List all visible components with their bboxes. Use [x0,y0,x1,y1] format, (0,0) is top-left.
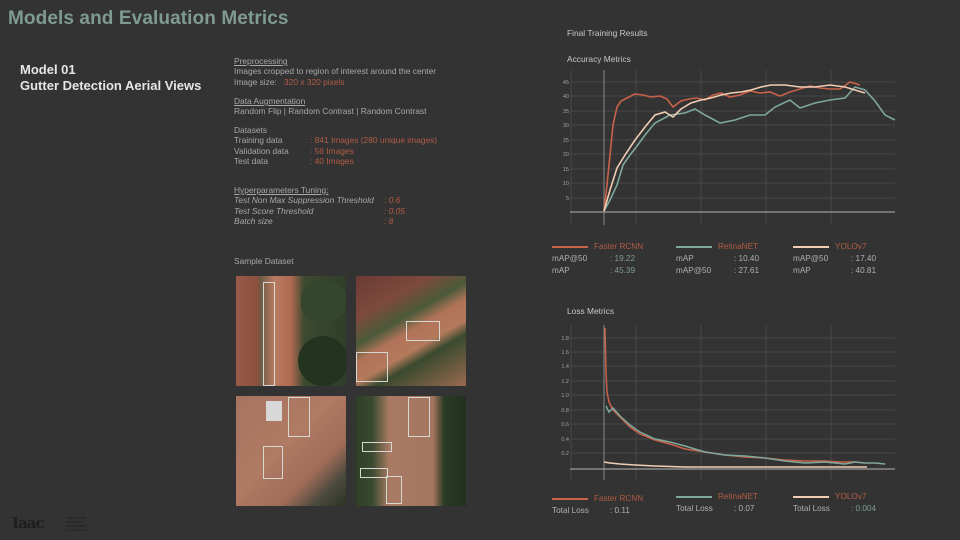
image-size-value: 320 x 320 pixels [284,76,345,87]
svg-text:15: 15 [563,167,569,173]
loss-chart: 1.8 1.6 1.4 1.2 1.0 0.8 0.6 0.4 0.2 [561,325,895,480]
augmentation-section: Data Augmentation Random Flip | Random C… [234,96,426,117]
bounding-box [356,352,388,382]
svg-text:1.6: 1.6 [561,350,569,356]
dataset-row: Test data: 40 Images [234,156,354,167]
legend-line [793,245,829,248]
model-name: Gutter Detection Aerial Views [20,78,202,93]
augmentation-heading: Data Augmentation [234,96,306,106]
svg-text:25: 25 [563,138,569,144]
bounding-box [408,397,430,437]
dataset-row: Validation data: 56 Images [234,145,354,156]
preprocessing-heading: Preprocessing [234,56,288,66]
bounding-box [406,321,440,341]
bounding-box [362,442,392,452]
svg-text:0.2: 0.2 [561,451,569,457]
bounding-box [288,397,310,437]
legend-line [552,497,588,500]
model-heading: Model 01 Gutter Detection Aerial Views [20,62,201,94]
aerial-sample-3 [236,396,346,506]
sample-dataset-heading: Sample Dataset [234,256,294,266]
legend-line [676,245,712,248]
sample-dataset-grid [236,276,466,506]
svg-text:40: 40 [563,94,569,100]
legend-line [676,495,712,498]
augmentation-text: Random Flip | Random Contrast | Random C… [234,106,427,117]
bounding-box [263,446,283,479]
hyperparameter-row: Batch size: 8 [234,216,394,227]
svg-text:0.6: 0.6 [561,422,569,428]
svg-text:10: 10 [563,181,569,187]
svg-text:20: 20 [563,152,569,158]
preprocessing-section: Preprocessing Images cropped to region o… [234,56,436,87]
svg-text:1.2: 1.2 [561,379,569,385]
legend-line [793,495,829,498]
datasets-section: Datasets Training data: 841 Images (280 … [234,125,437,167]
svg-text:5: 5 [566,196,569,202]
model-id: Model 01 [20,62,76,77]
svg-text:0.8: 0.8 [561,408,569,414]
aerial-sample-2 [356,276,466,386]
hyperparameters-section: Hyperparameters Tuning: Test Non Max Sup… [234,185,405,227]
aerial-sample-1 [236,276,346,386]
hyperparameters-heading: Hyperparameters Tuning: [234,185,329,195]
accuracy-chart: 45 40 35 30 25 20 15 10 5 [563,70,896,225]
dataset-row: Training data: 841 Images (280 unique im… [234,135,438,146]
hyperparameter-row: Test Score Threshold: 0.05 [234,205,405,216]
legend-line [552,245,588,248]
svg-text:30: 30 [563,123,569,129]
loss-legend-yolov7: YOLOv7 Total Loss: 0.004 [793,492,877,513]
bounding-box [263,282,275,386]
legend-faster-rcnn: Faster RCNN mAP@50: 19.22 mAP: 45.39 [552,242,644,275]
loss-legend-faster-rcnn: Faster RCNN Total Loss: 0.11 [552,494,644,515]
bounding-box [360,468,388,478]
svg-text:35: 35 [563,109,569,115]
page-title: Models and Evaluation Metrics [8,8,289,29]
accuracy-heading: Accuracy Metrics [567,54,631,64]
datasets-heading: Datasets [234,125,268,135]
loss-heading: Loss Metrics [567,306,615,316]
image-size-label: Image size: [234,76,277,87]
iaac-logo-subtitle: institute for advanced architecture of C… [66,515,88,532]
legend-yolov7: YOLOv7 mAP@50: 17.40 mAP: 40.81 [793,242,877,275]
hyperparameter-row: Test Non Max Suppression Threshold: 0.6 [234,195,401,206]
legend-retinanet: RetinaNET mAP: 10.40 mAP@50: 27.61 [676,242,760,275]
results-heading: Final Training Results [567,28,648,38]
svg-text:1.4: 1.4 [561,364,569,370]
loss-legend-retinanet: RetinaNET Total Loss: 0.07 [676,492,759,513]
svg-text:1.0: 1.0 [561,393,569,399]
bounding-box [386,476,402,504]
aerial-sample-4 [356,396,466,506]
svg-text:45: 45 [563,80,569,86]
svg-text:0.4: 0.4 [561,437,569,443]
iaac-logo: Iaac [12,514,45,532]
preprocessing-text: Images cropped to region of interest aro… [234,66,437,77]
svg-text:1.8: 1.8 [561,336,569,342]
